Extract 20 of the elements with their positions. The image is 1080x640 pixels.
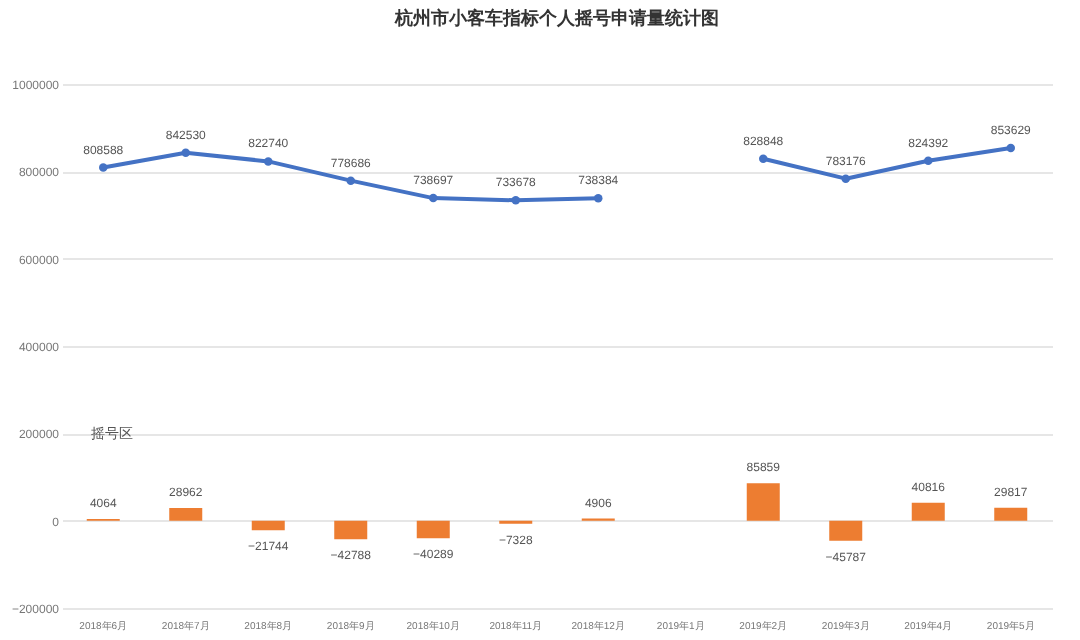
point bbox=[99, 163, 108, 172]
point bbox=[924, 156, 933, 165]
bar bbox=[911, 502, 945, 521]
point bbox=[759, 154, 768, 163]
bar bbox=[994, 507, 1028, 521]
bar bbox=[829, 520, 863, 541]
point bbox=[429, 193, 438, 203]
point bbox=[181, 148, 190, 157]
point bbox=[1006, 143, 1015, 153]
bar bbox=[169, 508, 203, 521]
point bbox=[346, 176, 355, 185]
point bbox=[264, 157, 273, 166]
bar bbox=[334, 520, 368, 540]
point bbox=[511, 196, 520, 205]
bar bbox=[416, 520, 450, 539]
chart-title: 杭州市小客车指标个人摇号申请量统计图 bbox=[393, 8, 719, 28]
point bbox=[841, 174, 850, 183]
bar bbox=[746, 483, 780, 521]
bar bbox=[251, 520, 285, 531]
point bbox=[594, 194, 603, 203]
